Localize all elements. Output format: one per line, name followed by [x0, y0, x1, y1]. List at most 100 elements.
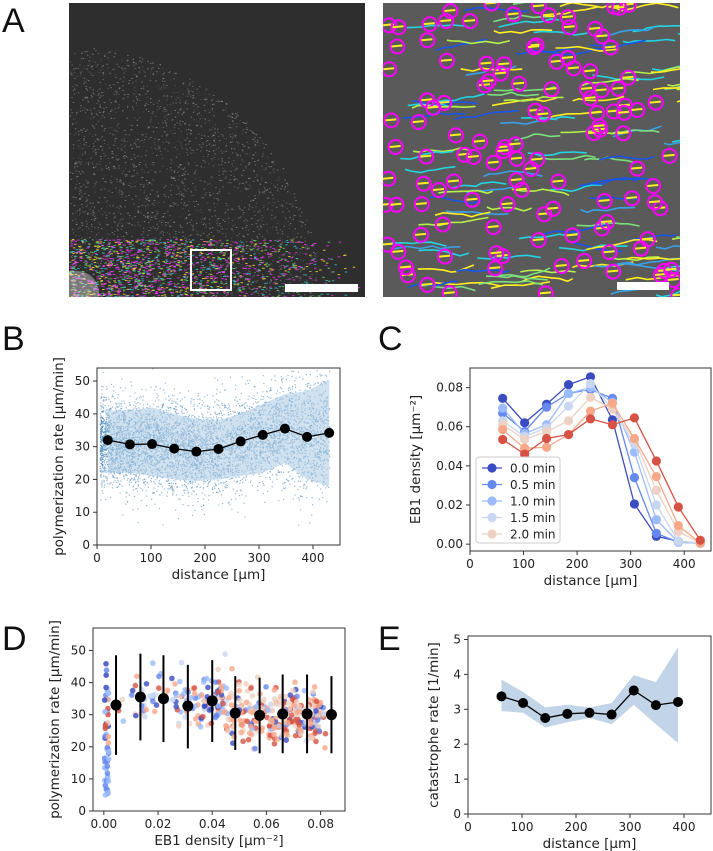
scatter-point	[262, 398, 264, 400]
scatter-point	[285, 463, 287, 465]
microscopy-overview-canvas	[69, 3, 365, 297]
scatter-point	[127, 477, 129, 480]
scatter-point	[266, 395, 268, 398]
scatter-point	[143, 482, 145, 484]
scatter-point	[138, 476, 140, 478]
scatter-point	[102, 428, 104, 431]
scatter-point	[176, 486, 178, 488]
scatter-point	[170, 486, 172, 488]
scatter-point	[106, 476, 108, 478]
scatter-point	[99, 458, 101, 460]
scatter-point	[270, 379, 273, 381]
scatter-point	[161, 406, 163, 408]
scatter-point	[321, 374, 323, 376]
scatter-point	[143, 481, 145, 483]
scatter-point	[203, 417, 205, 419]
scatter-point	[267, 490, 269, 492]
scatter-point	[301, 496, 303, 498]
scatter-point	[159, 387, 161, 389]
scatter-point	[104, 404, 106, 407]
scatter-point	[162, 389, 165, 391]
scatter-point	[104, 448, 106, 450]
track-overlay	[69, 239, 361, 297]
scatter-point	[218, 400, 220, 402]
scatter-point	[103, 448, 105, 450]
scatter-point	[280, 471, 282, 473]
scatter-point	[106, 426, 108, 428]
scatter-point	[150, 481, 152, 483]
scatter-point	[283, 471, 285, 473]
scatter-point	[180, 406, 182, 408]
scatter-point	[311, 497, 313, 499]
scatter-point	[240, 490, 242, 492]
scatter-point	[104, 449, 106, 451]
scatter-point	[106, 427, 108, 430]
scatter-point	[193, 405, 195, 407]
scatter-point	[192, 481, 194, 483]
scatter-point	[162, 405, 164, 407]
scatter-point	[297, 480, 299, 482]
scatter-point	[257, 485, 259, 487]
scatter-point	[120, 387, 122, 389]
scatter-point	[239, 398, 241, 401]
scatter-point	[276, 478, 278, 480]
scatter-point	[249, 481, 251, 484]
scale-bar	[285, 284, 358, 292]
scatter-point	[320, 375, 322, 377]
scatter-point	[100, 471, 102, 473]
scatter-point	[181, 411, 183, 413]
scatter-point	[234, 493, 236, 495]
scatter-point	[171, 399, 173, 401]
scatter-point	[262, 375, 264, 377]
scatter-point	[287, 388, 290, 390]
scatter-point	[234, 388, 236, 390]
scatter-point	[217, 480, 219, 482]
scatter-point	[101, 450, 103, 452]
scatter-point	[306, 497, 308, 499]
scatter-point	[99, 470, 102, 472]
scatter-point	[294, 380, 296, 382]
scatter-point	[101, 417, 103, 419]
scatter-point	[102, 424, 104, 426]
scatter-point	[146, 505, 148, 507]
scatter-point	[161, 407, 163, 409]
scatter-point	[101, 467, 103, 469]
scatter-point	[281, 465, 284, 467]
scatter-point	[301, 476, 303, 478]
scatter-point	[150, 479, 152, 482]
scatter-point	[184, 480, 186, 483]
scatter-point	[171, 485, 173, 487]
scatter-point	[106, 420, 108, 422]
scatter-point	[102, 456, 104, 458]
scatter-point	[123, 402, 125, 404]
microscopy-overview-image	[69, 3, 365, 297]
scatter-point	[191, 486, 193, 488]
scatter-point	[305, 481, 307, 483]
scatter-point	[289, 388, 292, 390]
scatter-point	[269, 390, 271, 392]
scatter-point	[198, 402, 200, 404]
scatter-point	[311, 514, 313, 516]
scatter-point	[190, 482, 192, 484]
scatter-point	[229, 408, 231, 411]
scatter-point	[295, 391, 297, 393]
scatter-point	[100, 468, 102, 470]
scatter-point	[243, 477, 245, 479]
scatter-point	[249, 406, 251, 408]
scatter-point	[106, 418, 108, 420]
scatter-point	[109, 409, 111, 412]
scatter-point	[269, 476, 271, 478]
scatter-point	[249, 408, 251, 410]
scatter-point	[197, 483, 199, 485]
scatter-point	[272, 467, 274, 469]
scatter-point	[306, 479, 309, 481]
scatter-point	[102, 444, 104, 446]
scatter-point	[103, 396, 105, 399]
scatter-point	[239, 489, 242, 491]
scatter-point	[193, 490, 195, 492]
scatter-point	[157, 485, 159, 487]
scatter-point	[102, 403, 104, 406]
scatter-point	[242, 481, 244, 484]
scatter-point	[209, 417, 211, 419]
